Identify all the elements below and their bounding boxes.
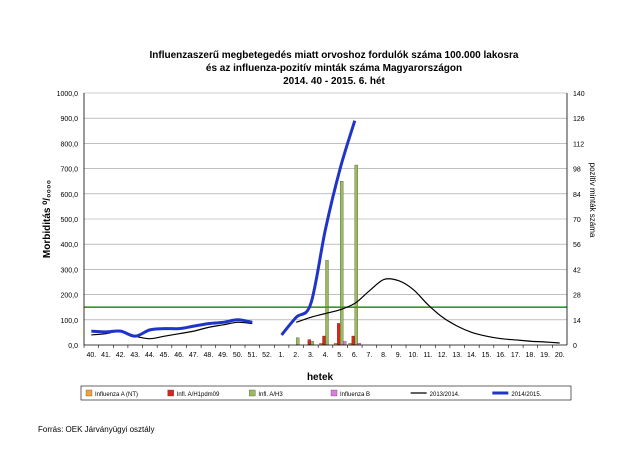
x-tick-label: 45.: [160, 352, 170, 359]
bar: [351, 335, 355, 346]
chart-title: Influenzaszerű megbetegedés miatt orvosh…: [149, 50, 518, 87]
line-2014-2015: [91, 318, 253, 338]
y-left-tick-label: 500,0: [60, 217, 78, 224]
bar: [307, 339, 312, 346]
bar: [354, 164, 358, 346]
x-tick-label: 6.: [352, 352, 358, 359]
bar: [342, 341, 347, 346]
source-note: Forrás: OEK Járványügyi osztály: [38, 425, 155, 434]
gridlines: [84, 92, 567, 321]
y-left-tick-label: 200,0: [60, 293, 78, 300]
x-tick-label: 17.: [511, 352, 521, 359]
bar-series: [296, 164, 361, 346]
x-tick-label: 19.: [540, 352, 550, 359]
y-right-tick-label: 84: [573, 192, 581, 199]
x-tick-label: 49.: [218, 352, 228, 359]
legend-swatch: [167, 389, 174, 397]
x-tick-label: 13.: [452, 352, 462, 359]
legend: Influenza A (NT) Infl. A/H1pdm09 Infl. A/H…: [80, 385, 572, 401]
legend-label: Infl. A/H3: [258, 392, 283, 398]
x-tick-label: 2.: [293, 352, 299, 359]
bar: [310, 341, 315, 346]
x-tick-label: 51.: [247, 352, 257, 359]
axes: [83, 93, 568, 346]
x-tick-label: 5.: [337, 352, 343, 359]
y-left-tick-label: 1000,0: [57, 91, 79, 98]
y-left-tick-label: 300,0: [60, 267, 78, 274]
bar: [336, 323, 341, 346]
legend-label: Infl. A/H1pdm09: [177, 392, 220, 398]
x-tick-label: 43.: [130, 352, 140, 359]
x-tick-label: 7.: [366, 352, 372, 359]
x-tick-label: 8.: [381, 352, 387, 359]
line-2013-2014: [296, 278, 560, 344]
x-tick-label: 18.: [526, 352, 536, 359]
x-tick-label: 46.: [174, 352, 184, 359]
legend-label: 2013/2014.: [430, 392, 460, 398]
y-left-tick-labels: 0,0 100,0 200,0 300,0 400,0 500,0 600,0 700,0 80…: [57, 91, 79, 350]
legend-swatch: [249, 389, 256, 397]
line-series: [91, 120, 560, 344]
y-right-tick-label: 98: [573, 167, 581, 174]
y-left-axis-label: Morbiditás ⁰/₀₀₀₀: [42, 180, 53, 258]
y-right-tick-labels: 0 14 28 42 56 70 84 98 112 126 140: [573, 91, 585, 350]
y-right-tick-label: 56: [573, 242, 581, 249]
legend-label: Influenza B: [340, 392, 370, 398]
y-right-tick-label: 0: [573, 343, 577, 350]
x-tick-label: 50.: [233, 352, 243, 359]
y-right-tick-label: 42: [573, 267, 581, 274]
legend-box: [80, 385, 572, 401]
x-tick-label: 52.: [262, 352, 272, 359]
y-right-tick-label: 112: [573, 141, 584, 148]
y-left-tick-label: 0,0: [68, 343, 78, 350]
legend-swatch: [330, 389, 338, 397]
y-right-tick-label: 14: [573, 318, 581, 325]
y-right-tick-label: 70: [573, 217, 581, 224]
legend-label: Influenza A (NT): [95, 392, 138, 398]
y-left-tick-label: 800,0: [60, 141, 78, 148]
x-axis-label: hetek: [307, 372, 334, 383]
x-tick-label: 42.: [116, 352, 126, 359]
x-tick-label: 41.: [101, 352, 111, 359]
y-right-tick-label: 28: [573, 293, 581, 300]
x-tick-label: 4.: [323, 352, 329, 359]
x-tick-label: 3.: [308, 352, 314, 359]
chart-title-line-3: 2014. 40 - 2015. 6. hét: [283, 76, 385, 87]
x-tick-label: 15.: [482, 352, 492, 359]
x-tick-label: 14.: [467, 352, 477, 359]
bar: [296, 337, 300, 346]
x-tick-label: 44.: [145, 352, 155, 359]
y-left-tick-label: 600,0: [60, 192, 78, 199]
y-right-axis-label: pozitív minták száma: [588, 163, 597, 238]
y-left-tick-label: 900,0: [60, 116, 78, 123]
x-tick-label: 10.: [408, 352, 418, 359]
x-tick-label: 40.: [86, 352, 96, 359]
bar: [339, 181, 344, 346]
y-left-tick-label: 400,0: [60, 242, 78, 249]
legend-label: 2014/2015.: [511, 392, 541, 398]
y-left-tick-label: 700,0: [60, 167, 78, 174]
x-tick-label: 11.: [423, 352, 432, 359]
y-right-tick-label: 140: [573, 91, 585, 98]
x-tick-label: 16.: [496, 352, 506, 359]
y-right-tick-label: 126: [573, 116, 585, 123]
x-tick-label: 48.: [204, 352, 214, 359]
y-left-tick-label: 100,0: [60, 318, 78, 325]
x-tick-label: 20.: [555, 352, 565, 359]
legend-swatch: [85, 389, 93, 397]
line-2014-2015: [280, 120, 357, 336]
x-tick-label: 47.: [189, 352, 199, 359]
bar: [325, 260, 329, 346]
x-tick-labels: 40. 41. 42. 43. 44. 45. 46. 47. 48. 49. 50. 51. 52. 1…: [83, 345, 565, 359]
chart-title-line-2: és az influenza-pozitív minták száma Mag…: [206, 63, 462, 74]
x-tick-label: 1.: [279, 352, 285, 359]
x-tick-label: 12.: [438, 352, 448, 359]
x-tick-label: 9.: [396, 352, 402, 359]
bar: [322, 335, 326, 346]
chart-title-line-1: Influenzaszerű megbetegedés miatt orvosh…: [149, 50, 518, 61]
